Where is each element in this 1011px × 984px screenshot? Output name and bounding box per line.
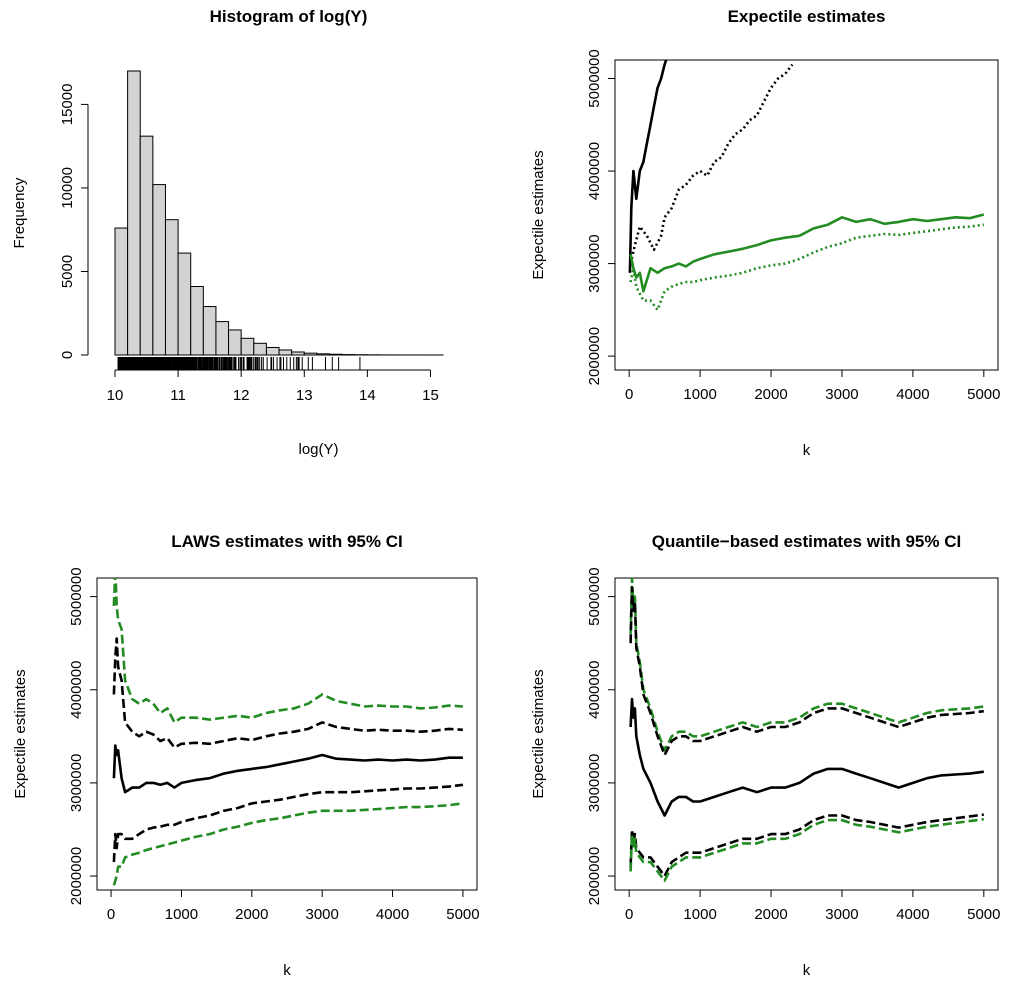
plot-frame <box>614 577 999 891</box>
series-group <box>629 578 984 882</box>
x-tick-label: 14 <box>359 387 376 404</box>
panel-1: Histogram of log(Y) 10 11 12 13 14 15 0 5000 1000… <box>11 7 444 458</box>
x-tick-label: 4000 <box>376 906 409 923</box>
histogram-bar <box>253 342 267 356</box>
y-tick-label: 5000000 <box>586 567 603 625</box>
y-tick-label: 15000 <box>59 84 76 126</box>
y-tick-label: 5000 <box>59 255 76 288</box>
y-axis-label: Expectile estimates <box>530 150 547 279</box>
series-line-4 <box>629 813 984 878</box>
y-axis-label: Expectile estimates <box>12 669 29 798</box>
series-line-3 <box>112 744 463 794</box>
histogram-bar <box>114 227 129 356</box>
series-group <box>112 578 464 886</box>
histogram-bar <box>152 184 166 356</box>
histogram-bar <box>164 219 179 356</box>
x-axis-label: log(Y) <box>298 441 338 458</box>
x-tick-label: 2000 <box>754 386 787 403</box>
x-tick-label: 0 <box>625 386 633 403</box>
x-tick-label: 3000 <box>305 906 338 923</box>
y-tick-label: 3000000 <box>586 234 603 292</box>
series-line-1 <box>629 578 984 752</box>
series-line-4 <box>112 783 464 863</box>
panel-3: LAWS estimates with 95% CI 0 1000 2000 3000 4… <box>12 532 480 979</box>
y-tick-label: 2000000 <box>68 847 85 905</box>
histogram-bar <box>177 252 192 356</box>
series-line-5 <box>629 817 984 882</box>
chart-title: Histogram of log(Y) <box>210 7 368 26</box>
x-tick-label: 3000 <box>825 906 858 923</box>
series-line-2 <box>629 63 794 264</box>
plot-frame <box>614 59 999 371</box>
series-line-1 <box>112 578 463 724</box>
x-tick-label: 5000 <box>967 386 1000 403</box>
x-tick-label: 1000 <box>683 906 716 923</box>
x-tick-label: 1000 <box>165 906 198 923</box>
y-tick-label: 4000000 <box>68 661 85 719</box>
series-line-2 <box>629 586 984 757</box>
series-group <box>628 60 985 312</box>
x-tick-label: 11 <box>170 387 186 404</box>
x-tick-label: 5000 <box>446 906 479 923</box>
y-tick-label: 4000000 <box>586 661 603 719</box>
histogram-bar <box>303 352 318 356</box>
histogram-bar <box>316 353 331 356</box>
y-axis-label: Expectile estimates <box>530 669 547 798</box>
x-tick-label: 13 <box>296 387 313 404</box>
x-tick-label: 0 <box>107 906 115 923</box>
series-line-3 <box>629 697 984 817</box>
x-tick-label: 2000 <box>235 906 268 923</box>
y-tick-label: 5000000 <box>586 49 603 107</box>
chart-title: Expectile estimates <box>728 7 886 26</box>
x-axis-label: k <box>803 962 811 979</box>
panel-2: Expectile estimates 0 1000 2000 3000 4000 5000… <box>530 7 1001 459</box>
x-axis-label: k <box>803 442 811 459</box>
x-tick-label: 12 <box>233 387 250 404</box>
x-tick-label: 2000 <box>754 906 787 923</box>
chart-title: Quantile−based estimates with 95% CI <box>652 532 961 551</box>
y-tick-label: 2000000 <box>586 847 603 905</box>
histogram-bar <box>127 70 141 356</box>
y-tick-label: 5000000 <box>68 567 85 625</box>
histogram-bar <box>329 353 343 356</box>
y-tick-label: 4000000 <box>586 142 603 200</box>
histogram-bar <box>215 321 230 356</box>
chart-title: LAWS estimates with 95% CI <box>171 532 402 551</box>
panel-4: Quantile−based estimates with 95% CI 0 100… <box>530 532 1001 979</box>
histogram-bar <box>228 329 242 356</box>
rug <box>117 357 361 370</box>
series-line-3 <box>629 213 985 293</box>
x-tick-label: 3000 <box>825 386 858 403</box>
series-line-1 <box>628 60 668 273</box>
y-tick-label: 3000000 <box>586 754 603 812</box>
x-tick-label: 0 <box>625 906 633 923</box>
histogram-bar <box>139 135 154 356</box>
series-line-4 <box>629 223 984 312</box>
x-tick-label: 1000 <box>683 386 716 403</box>
histogram-bar <box>202 306 217 356</box>
histogram-bar <box>190 286 204 356</box>
histogram-bar <box>278 349 293 356</box>
x-tick-label: 5000 <box>967 906 1000 923</box>
y-axis-label: Frequency <box>11 177 28 248</box>
series-line-2 <box>112 637 463 749</box>
y-tick-label: 2000000 <box>586 327 603 385</box>
histogram-bar <box>291 351 305 356</box>
y-tick-label: 10000 <box>59 167 76 209</box>
series-line-5 <box>112 802 464 886</box>
histogram-bar <box>265 346 280 356</box>
x-tick-label: 15 <box>422 387 439 404</box>
x-tick-label: 10 <box>107 387 124 404</box>
y-tick-label: 3000000 <box>68 754 85 812</box>
y-tick-label: 0 <box>59 351 76 359</box>
x-tick-label: 4000 <box>896 906 929 923</box>
x-tick-label: 4000 <box>896 386 929 403</box>
x-axis-label: k <box>283 962 291 979</box>
histogram-bar <box>240 337 255 356</box>
